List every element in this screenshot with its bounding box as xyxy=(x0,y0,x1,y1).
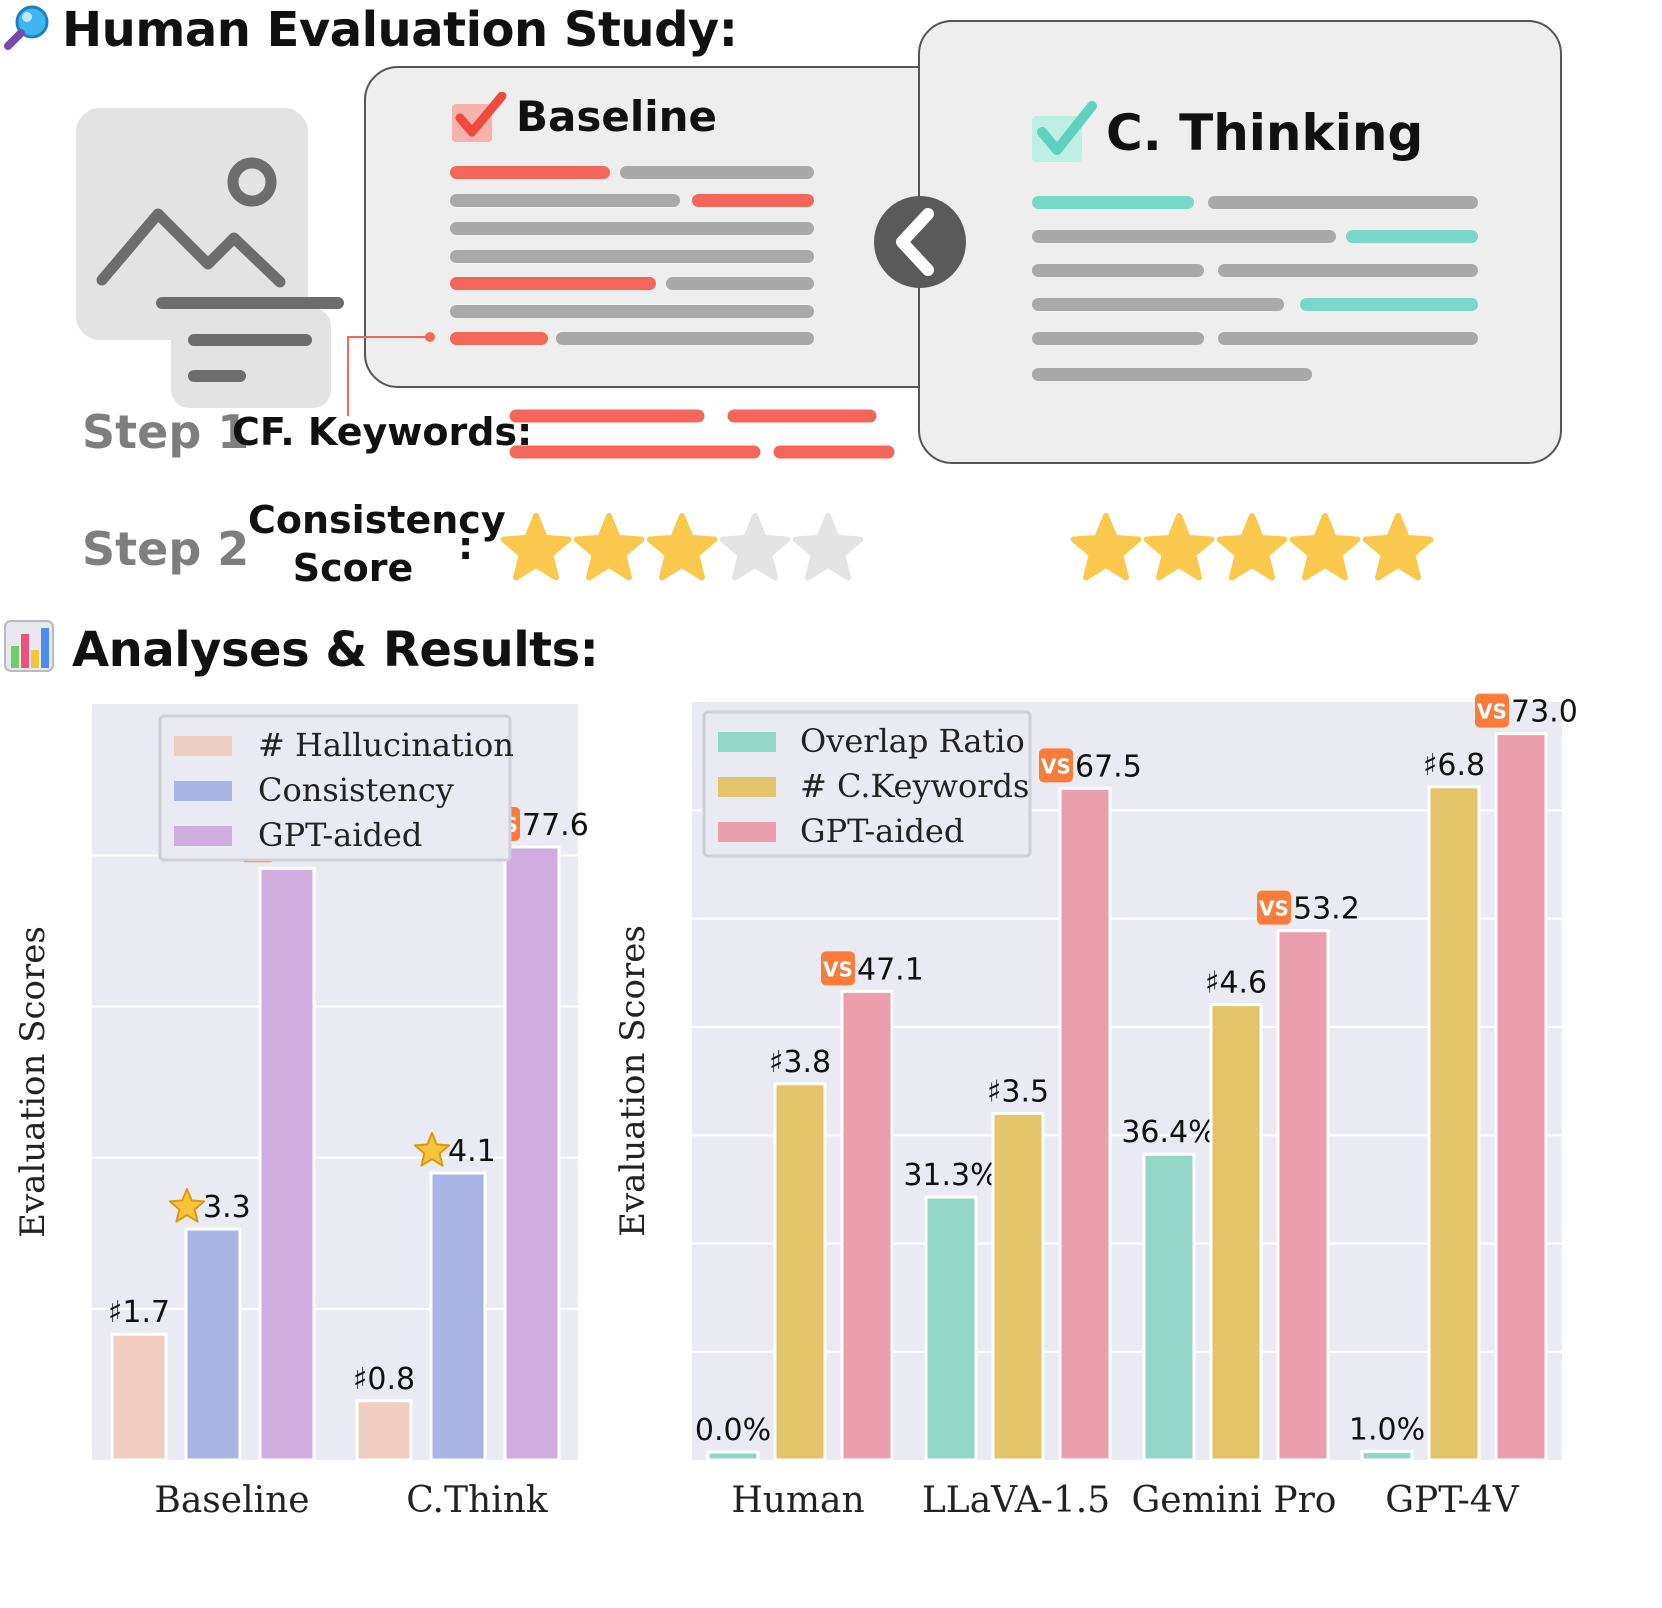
cthinking-title: C. Thinking xyxy=(1106,104,1424,162)
data-label: 0.0% xyxy=(695,1413,771,1448)
bar-chart-icon xyxy=(4,620,54,672)
data-label: 36.4% xyxy=(1121,1115,1216,1150)
star-icon xyxy=(1289,513,1361,581)
bar-baseline-1 xyxy=(110,1332,168,1462)
bar-gemini-pro-1 xyxy=(1142,1152,1196,1462)
legend-swatch xyxy=(174,781,232,801)
data-label: ♯3.5 xyxy=(987,1075,1049,1110)
data-label: 4.1 xyxy=(448,1134,496,1169)
bar-c-think-1 xyxy=(355,1399,413,1462)
data-label: ♯6.8 xyxy=(1423,748,1485,783)
x-tick-label: LLaVA-1.5 xyxy=(922,1480,1110,1521)
x-tick-label: Baseline xyxy=(154,1480,309,1521)
bar-llava-1-5-2 xyxy=(991,1112,1045,1462)
data-label: ♯1.7 xyxy=(108,1295,170,1330)
vs-badge-icon: VS xyxy=(1039,748,1073,783)
bar-llava-1-5-3 xyxy=(1058,786,1112,1462)
data-label: 53.2 xyxy=(1293,892,1360,927)
x-tick-label: Gemini Pro xyxy=(1132,1480,1337,1521)
svg-text:VS: VS xyxy=(1477,700,1507,724)
legend-swatch xyxy=(174,826,232,846)
legend-label: # Hallucination xyxy=(258,726,514,764)
y-axis-label: Evaluation Scores xyxy=(613,925,653,1237)
step1-label: Step 1 xyxy=(82,405,250,459)
data-label: 47.1 xyxy=(857,952,924,987)
data-label: ♯3.8 xyxy=(769,1045,831,1080)
legend-swatch xyxy=(718,777,776,797)
image-document-icon xyxy=(76,108,344,408)
bar-gemini-pro-2 xyxy=(1209,1003,1263,1462)
legend-label: Overlap Ratio xyxy=(800,722,1025,760)
legend-label: GPT-aided xyxy=(800,812,964,850)
star-badge-icon xyxy=(168,1188,206,1223)
data-label: 3.3 xyxy=(203,1190,251,1225)
svg-text:VS: VS xyxy=(1041,754,1071,778)
cf-keyword-lines xyxy=(509,409,895,459)
data-label: ♯0.8 xyxy=(353,1362,415,1397)
bar-baseline-2 xyxy=(184,1227,242,1462)
bar-human-2 xyxy=(773,1082,827,1462)
bar-gemini-pro-3 xyxy=(1276,929,1330,1462)
bar-gpt-4v-2 xyxy=(1427,785,1481,1462)
vs-badge-icon: VS xyxy=(1475,693,1509,728)
data-label: ♯4.6 xyxy=(1205,966,1267,1001)
star-icon xyxy=(1070,513,1142,581)
vs-badge-icon: VS xyxy=(821,951,855,986)
legend-label: GPT-aided xyxy=(258,816,422,854)
connector-line xyxy=(347,332,435,416)
bar-llava-1-5-1 xyxy=(924,1195,978,1462)
star-icon xyxy=(719,513,791,581)
bar-human-3 xyxy=(840,989,894,1462)
results-title: Analyses & Results: xyxy=(72,622,599,678)
legend-swatch xyxy=(718,822,776,842)
study-title: Human Evaluation Study: xyxy=(62,2,738,58)
baseline-star-rating xyxy=(500,513,864,581)
consistency-label: Consistency Score xyxy=(248,498,506,590)
legend-label: # C.Keywords xyxy=(800,767,1029,805)
consistency-colon: : xyxy=(458,524,474,568)
star-icon xyxy=(500,513,572,581)
data-label: 67.5 xyxy=(1075,749,1142,784)
step2-label: Step 2 xyxy=(82,522,250,576)
svg-text:VS: VS xyxy=(823,957,853,981)
cthinking-card: C. Thinking xyxy=(918,20,1562,464)
left-bar-chart: Evaluation Scores♯1.73.3VS74.9Baseline♯0… xyxy=(13,704,589,1521)
bar-human-1 xyxy=(706,1450,760,1462)
cf-keywords-label: CF. Keywords: xyxy=(232,410,533,454)
bar-gpt-4v-1 xyxy=(1360,1450,1414,1462)
y-axis-label: Evaluation Scores xyxy=(13,926,53,1238)
data-label: 31.3% xyxy=(903,1158,998,1193)
bar-gpt-4v-3 xyxy=(1494,732,1548,1462)
star-icon xyxy=(1362,513,1434,581)
teal-check-icon xyxy=(1032,101,1097,162)
star-icon xyxy=(646,513,718,581)
cthinking-star-rating xyxy=(1070,513,1434,581)
data-label: 73.0 xyxy=(1511,695,1578,730)
legend-label: Consistency xyxy=(258,771,454,809)
x-tick-label: C.Think xyxy=(406,1480,549,1521)
star-icon xyxy=(1143,513,1215,581)
legend-swatch xyxy=(174,736,232,756)
bar-c-think-3 xyxy=(503,845,561,1462)
vs-badge-icon: VS xyxy=(1257,890,1291,925)
legend-box xyxy=(702,710,1032,858)
star-badge-icon xyxy=(413,1132,451,1167)
x-tick-label: Human xyxy=(731,1480,864,1521)
legend-swatch xyxy=(718,732,776,752)
bar-baseline-3 xyxy=(258,866,316,1462)
star-icon xyxy=(792,513,864,581)
baseline-title: Baseline xyxy=(516,92,718,141)
magnifier-icon xyxy=(4,5,49,50)
x-tick-label: GPT-4V xyxy=(1385,1480,1519,1521)
data-label: 77.6 xyxy=(522,808,589,843)
data-label: 1.0% xyxy=(1349,1413,1425,1448)
red-check-icon xyxy=(452,92,507,142)
svg-text:VS: VS xyxy=(1259,897,1289,921)
compare-left-arrow-icon xyxy=(874,196,966,288)
star-icon xyxy=(573,513,645,581)
bar-c-think-2 xyxy=(429,1171,487,1462)
legend-box xyxy=(158,714,512,862)
star-icon xyxy=(1216,513,1288,581)
